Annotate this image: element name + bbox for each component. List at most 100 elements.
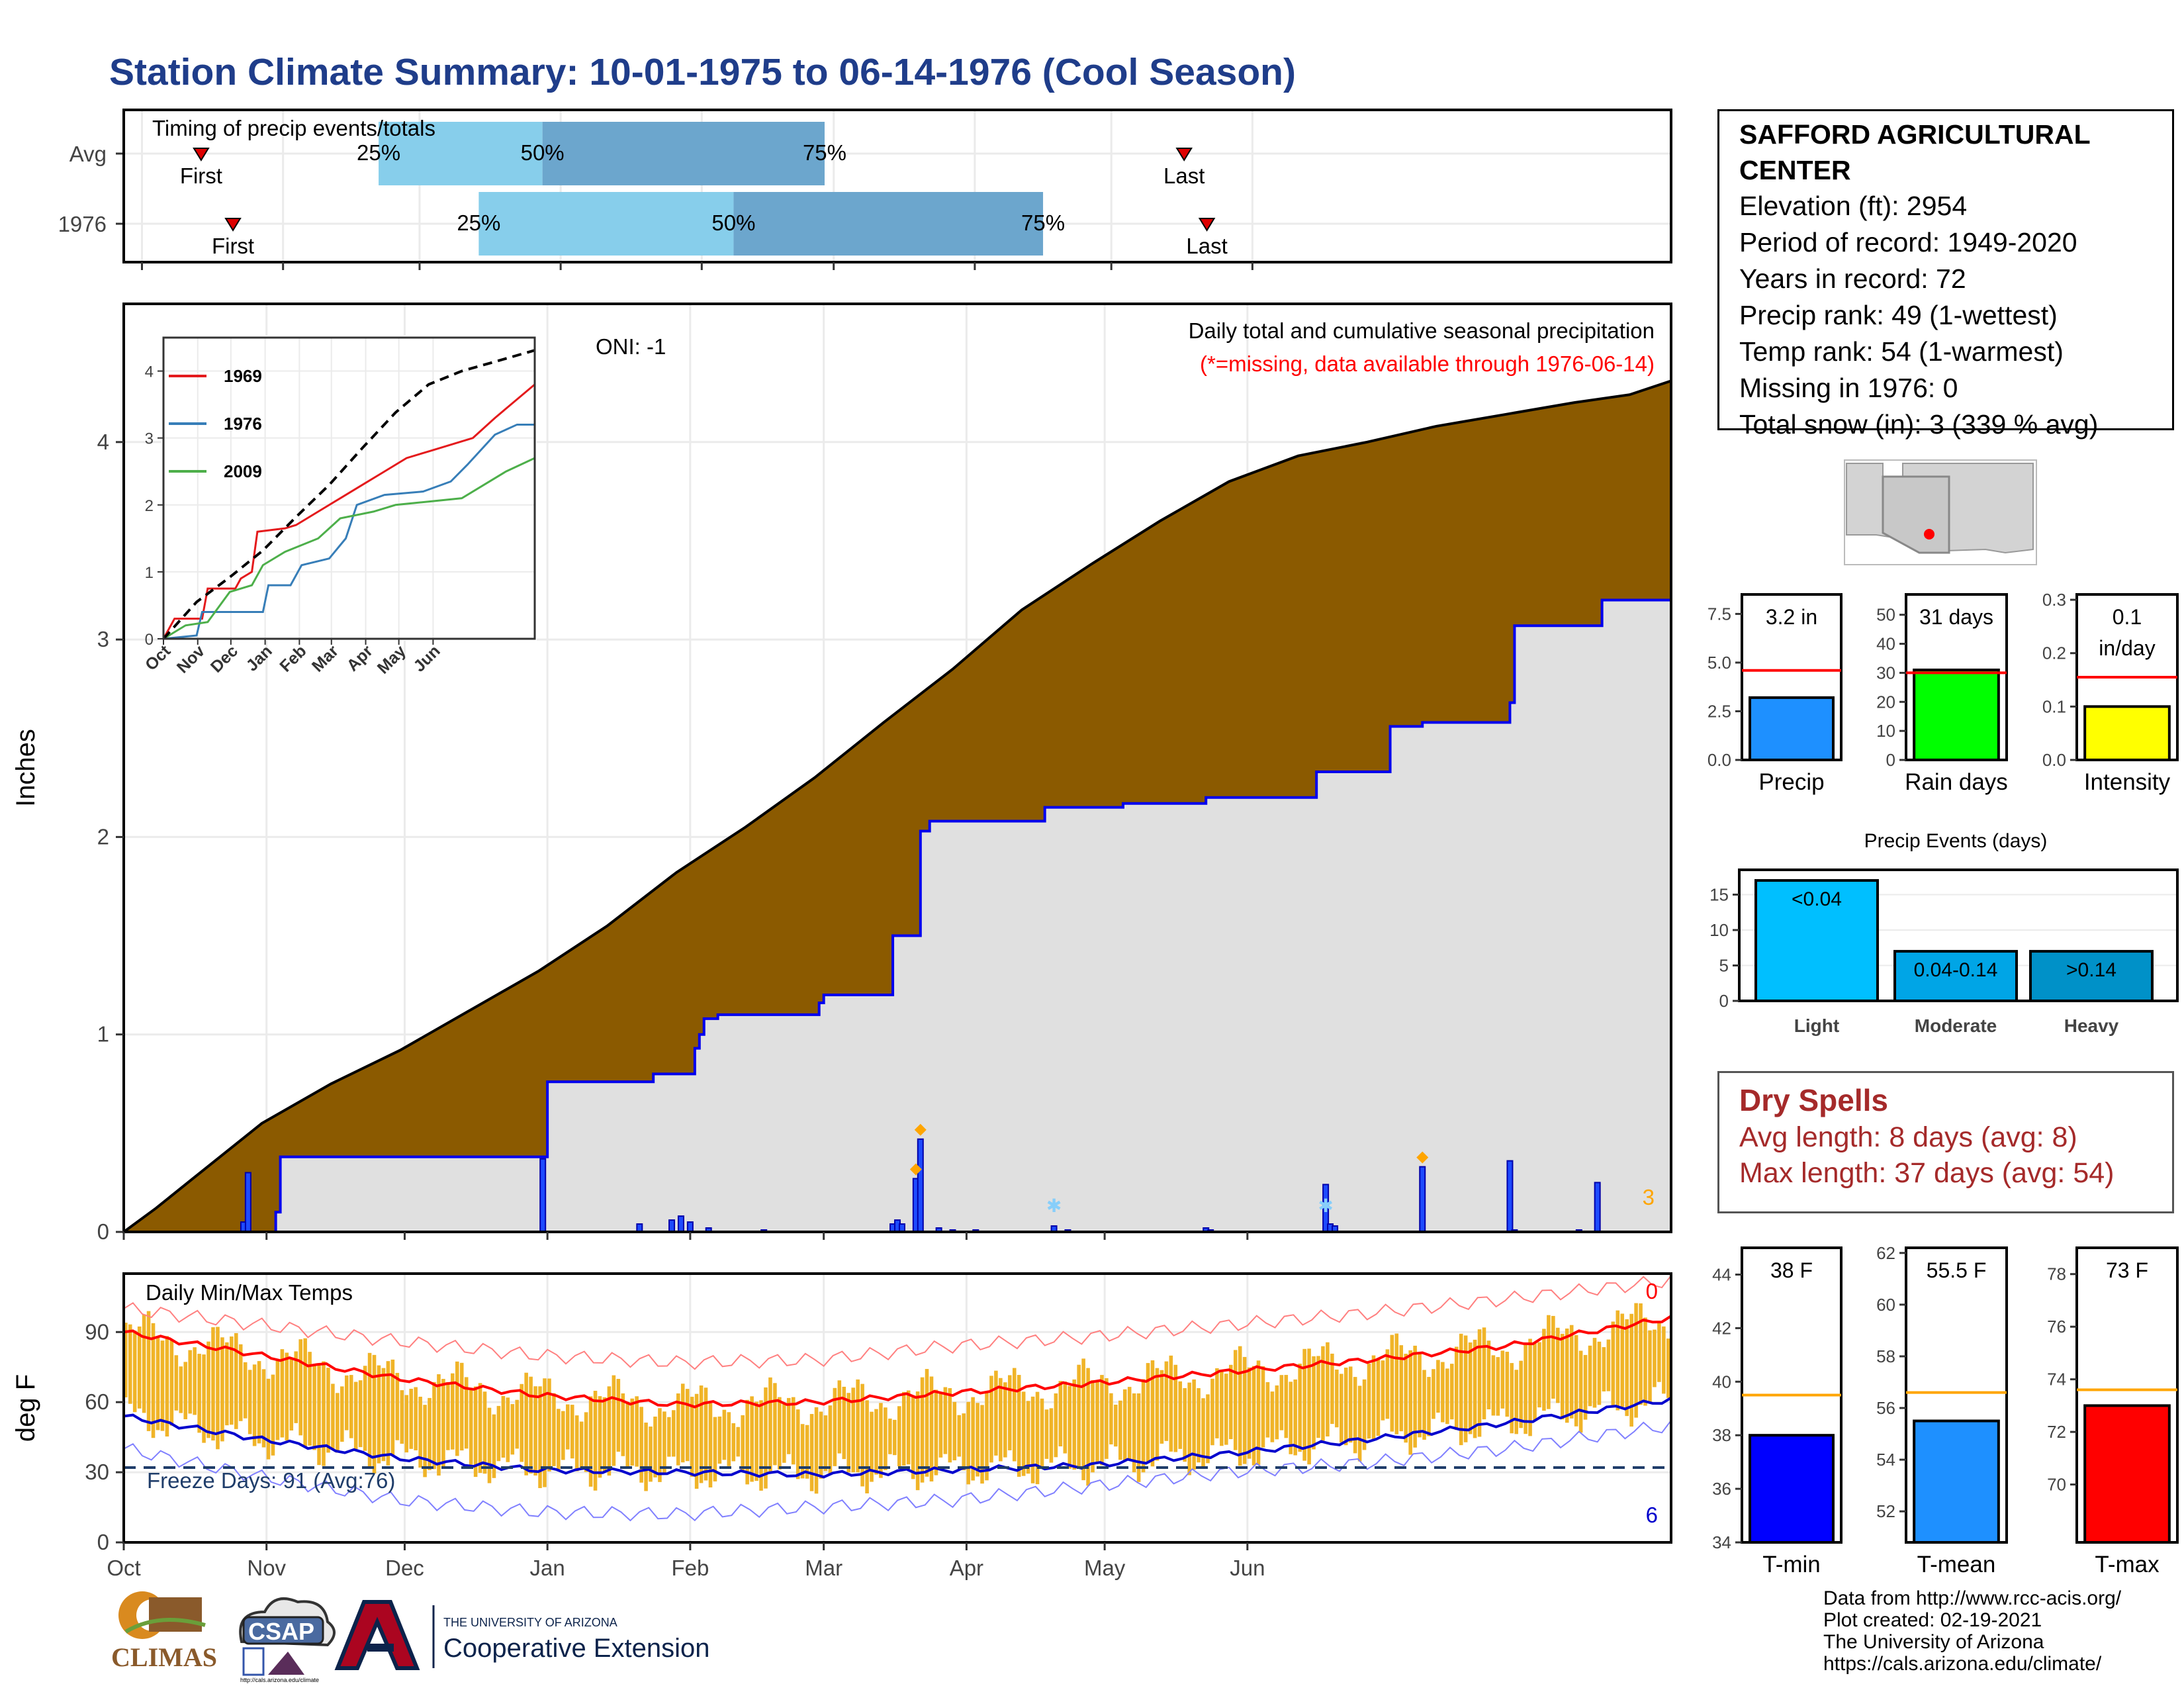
- daily-temp-bar: [1625, 1319, 1629, 1417]
- daily-temp-bar: [1270, 1391, 1275, 1442]
- daily-temp-bar: [754, 1401, 758, 1481]
- daily-precip-bar: [1594, 1182, 1601, 1233]
- timing-bar-early: [478, 192, 734, 256]
- daily-temp-bar: [1058, 1381, 1063, 1446]
- events-y-tick-label: 0: [1719, 991, 1729, 1011]
- daily-temp-bar: [137, 1326, 142, 1409]
- summary-category-label: Rain days: [1905, 769, 2008, 795]
- daily-temp-bar: [423, 1405, 427, 1477]
- timing-marker-last: [1198, 218, 1216, 232]
- daily-temp-bar: [1643, 1317, 1647, 1406]
- daily-temp-bar: [510, 1404, 515, 1455]
- daily-temp-bar: [1597, 1341, 1602, 1405]
- daily-temp-bar: [193, 1347, 197, 1415]
- daily-temp-bar: [1072, 1379, 1076, 1470]
- month-tick-label: Mar: [805, 1556, 842, 1580]
- daily-temp-bar: [1602, 1347, 1606, 1391]
- daily-temp-bar: [557, 1409, 561, 1470]
- daily-temp-bar: [884, 1407, 887, 1470]
- daily-temp-bar: [1284, 1375, 1289, 1438]
- daily-temp-bar: [386, 1361, 390, 1466]
- credit-plot-date: Plot created: 02-19-2021: [1823, 1609, 2042, 1631]
- summary-y-tick-label: 10: [1876, 721, 1895, 741]
- daily-precip-bar: [1419, 1166, 1426, 1233]
- daily-temp-bar: [1473, 1339, 1477, 1438]
- figure-title: Station Climate Summary: 10-01-1975 to 0…: [109, 51, 1296, 93]
- summary-category-label: T-min: [1762, 1552, 1821, 1577]
- summary-value-label: 31 days: [1919, 605, 1993, 629]
- daily-temp-bar: [1653, 1329, 1657, 1387]
- daily-temp-bar: [183, 1362, 188, 1420]
- dry-spells-avg: Avg length: 8 days (avg: 8): [1739, 1121, 2077, 1153]
- daily-temp-bar: [441, 1379, 445, 1468]
- station-name-line1: SAFFORD AGRICULTURAL: [1739, 119, 2091, 150]
- station-period: Period of record: 1949-2020: [1739, 227, 2077, 258]
- daily-temp-bar: [994, 1370, 998, 1456]
- daily-precip-bar: [686, 1221, 694, 1233]
- daily-temp-bar: [496, 1405, 501, 1462]
- inset-legend-label: 1969: [224, 366, 262, 386]
- daily-temp-bar: [1615, 1310, 1620, 1411]
- summary-y-tick-label: 70: [2047, 1475, 2066, 1495]
- avg-max-line: [123, 1315, 1672, 1409]
- summary-value-label: 73 F: [2106, 1258, 2148, 1282]
- daily-temp-bar: [1634, 1303, 1638, 1418]
- daily-precip-bar: [677, 1215, 684, 1233]
- daily-temp-bar: [459, 1362, 464, 1451]
- station-snow: Total snow (in): 3 (339 % avg): [1739, 409, 2099, 440]
- daily-temp-bar: [257, 1361, 261, 1444]
- daily-temp-bar: [349, 1375, 353, 1438]
- summary-y-tick-label: 74: [2047, 1370, 2066, 1389]
- precip-events-panel: Precip Events (days) <0.04 Light 0.04-0.14 M…: [1709, 830, 2179, 1036]
- daily-temp-bar: [266, 1378, 271, 1460]
- timing-label-q50: 50%: [521, 140, 565, 165]
- daily-temp-bar: [322, 1361, 326, 1466]
- daily-temp-bar: [727, 1412, 731, 1466]
- daily-temp-bar: [1044, 1409, 1049, 1459]
- snow-marker: ✱: [1046, 1196, 1062, 1216]
- daily-temp-bar: [529, 1376, 533, 1474]
- summary-y-tick-label: 54: [1876, 1450, 1895, 1470]
- temp-title: Daily Min/Max Temps: [146, 1280, 353, 1305]
- daily-temp-bar: [216, 1327, 220, 1450]
- daily-temp-bar: [911, 1395, 915, 1479]
- month-tick-label: Jan: [530, 1556, 565, 1580]
- daily-temp-bar: [1201, 1398, 1205, 1468]
- csap-wordmark: CSAP: [248, 1618, 314, 1645]
- daily-temp-bar: [1353, 1377, 1357, 1454]
- daily-temp-bar: [1583, 1354, 1588, 1420]
- daily-temp-bar: [948, 1388, 952, 1463]
- daily-temp-bar: [1547, 1315, 1551, 1409]
- daily-temp-bar: [1505, 1352, 1510, 1417]
- summary-y-tick-label: 56: [1876, 1398, 1895, 1418]
- record-lows-count: 6: [1646, 1503, 1658, 1527]
- daily-temp-bar: [1035, 1391, 1040, 1485]
- record-max-line: [123, 1275, 1672, 1370]
- summary-y-tick-label: 0.3: [2042, 590, 2066, 610]
- daily-temp-bar: [432, 1382, 436, 1470]
- daily-temp-bar: [593, 1391, 598, 1491]
- daily-temp-bar: [1528, 1338, 1532, 1436]
- daily-temp-bar: [828, 1405, 833, 1474]
- summary-y-tick-label: 72: [2047, 1422, 2066, 1442]
- daily-temp-bar: [294, 1351, 298, 1423]
- daily-temp-bar: [1561, 1333, 1565, 1420]
- summary-y-tick-label: 58: [1876, 1346, 1895, 1366]
- daily-temp-bar: [1197, 1388, 1201, 1463]
- daily-temp-bar: [1081, 1358, 1085, 1481]
- inset-series-line: [163, 457, 535, 640]
- avg-min-line: [123, 1396, 1672, 1479]
- daily-temp-bar: [1132, 1393, 1136, 1473]
- daily-temp-bar: [174, 1355, 179, 1411]
- daily-temp-bar: [409, 1388, 413, 1449]
- summary-value-label: 0.1: [2113, 605, 2142, 629]
- daily-temp-bar: [1486, 1340, 1491, 1409]
- daily-temp-bar: [428, 1397, 432, 1470]
- daily-temp-bar: [1105, 1378, 1109, 1459]
- timing-panel: 25% 50% 75% First Last Avg 25% 50% 75% First Last 1…: [58, 109, 1672, 270]
- daily-temp-bar: [717, 1416, 722, 1464]
- daily-temp-bar: [1477, 1329, 1482, 1437]
- daily-temp-bar: [787, 1397, 791, 1454]
- daily-temp-bar: [1482, 1327, 1486, 1420]
